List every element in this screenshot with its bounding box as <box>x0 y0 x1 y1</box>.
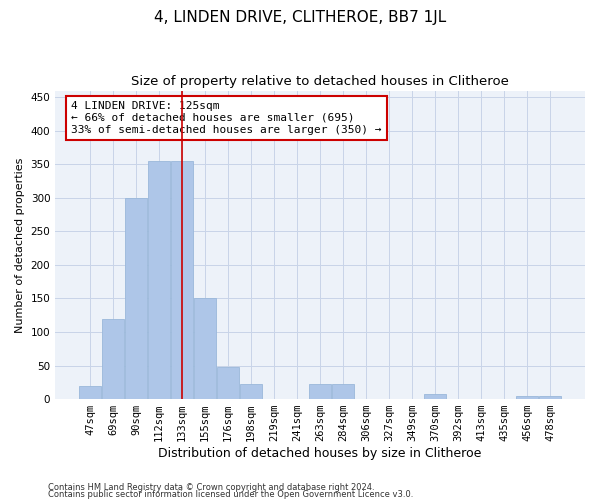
Bar <box>148 161 170 399</box>
Bar <box>424 394 446 399</box>
Title: Size of property relative to detached houses in Clitheroe: Size of property relative to detached ho… <box>131 75 509 88</box>
Bar <box>125 198 147 399</box>
Y-axis label: Number of detached properties: Number of detached properties <box>15 157 25 332</box>
Bar <box>102 318 124 399</box>
X-axis label: Distribution of detached houses by size in Clitheroe: Distribution of detached houses by size … <box>158 447 482 460</box>
Text: 4 LINDEN DRIVE: 125sqm
← 66% of detached houses are smaller (695)
33% of semi-de: 4 LINDEN DRIVE: 125sqm ← 66% of detached… <box>71 102 382 134</box>
Text: Contains HM Land Registry data © Crown copyright and database right 2024.: Contains HM Land Registry data © Crown c… <box>48 484 374 492</box>
Bar <box>539 396 561 399</box>
Bar <box>171 161 193 399</box>
Bar <box>332 384 354 399</box>
Bar <box>516 396 538 399</box>
Bar <box>79 386 101 399</box>
Text: Contains public sector information licensed under the Open Government Licence v3: Contains public sector information licen… <box>48 490 413 499</box>
Text: 4, LINDEN DRIVE, CLITHEROE, BB7 1JL: 4, LINDEN DRIVE, CLITHEROE, BB7 1JL <box>154 10 446 25</box>
Bar <box>217 367 239 399</box>
Bar <box>240 384 262 399</box>
Bar <box>309 384 331 399</box>
Bar <box>194 298 216 399</box>
